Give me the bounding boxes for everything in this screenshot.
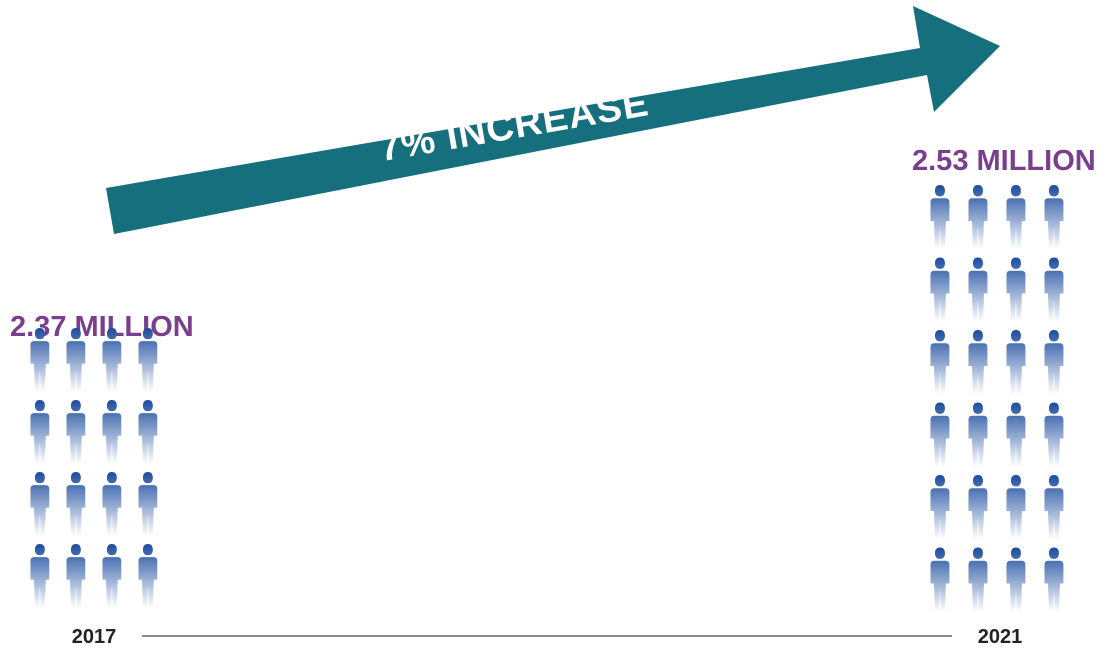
increase-annotation: 7% INCREASE — [376, 82, 652, 170]
person-silhouette-icon — [1044, 330, 1064, 395]
person-silhouette-icon — [930, 547, 950, 612]
figures-2017 — [30, 328, 158, 608]
person-silhouette-icon — [138, 544, 158, 608]
person-silhouette-icon — [1044, 185, 1064, 250]
year-label-2021: 2021 — [978, 626, 1023, 648]
person-silhouette-icon — [968, 547, 988, 612]
person-silhouette-icon — [930, 330, 950, 395]
person-silhouette-icon — [102, 472, 122, 536]
person-silhouette-icon — [66, 328, 86, 392]
person-silhouette-icon — [30, 328, 50, 392]
person-silhouette-icon — [930, 402, 950, 467]
person-silhouette-icon — [138, 400, 158, 464]
person-silhouette-icon — [30, 400, 50, 464]
person-silhouette-icon — [138, 328, 158, 392]
person-silhouette-icon — [1006, 475, 1026, 540]
person-silhouette-icon — [1006, 185, 1026, 250]
person-silhouette-icon — [66, 400, 86, 464]
person-silhouette-icon — [968, 475, 988, 540]
person-silhouette-icon — [66, 544, 86, 608]
person-silhouette-icon — [66, 472, 86, 536]
person-silhouette-icon — [968, 257, 988, 322]
person-silhouette-icon — [30, 472, 50, 536]
person-silhouette-icon — [138, 472, 158, 536]
year-label-2017: 2017 — [72, 626, 117, 648]
person-silhouette-icon — [30, 544, 50, 608]
person-silhouette-icon — [968, 330, 988, 395]
person-silhouette-icon — [968, 402, 988, 467]
person-silhouette-icon — [968, 185, 988, 250]
figures-2021 — [930, 185, 1064, 612]
value-label-2021: 2.53 MILLION — [912, 145, 1096, 177]
person-silhouette-icon — [102, 400, 122, 464]
person-silhouette-icon — [1044, 475, 1064, 540]
person-silhouette-icon — [1006, 257, 1026, 322]
person-silhouette-icon — [930, 185, 950, 250]
person-silhouette-icon — [102, 544, 122, 608]
person-silhouette-icon — [1006, 402, 1026, 467]
person-silhouette-icon — [930, 257, 950, 322]
person-silhouette-icon — [930, 475, 950, 540]
person-silhouette-icon — [102, 328, 122, 392]
increase-arrow — [106, 6, 1000, 234]
person-silhouette-icon — [1006, 547, 1026, 612]
person-silhouette-icon — [1044, 402, 1064, 467]
person-silhouette-icon — [1044, 547, 1064, 612]
person-silhouette-icon — [1006, 330, 1026, 395]
person-silhouette-icon — [1044, 257, 1064, 322]
